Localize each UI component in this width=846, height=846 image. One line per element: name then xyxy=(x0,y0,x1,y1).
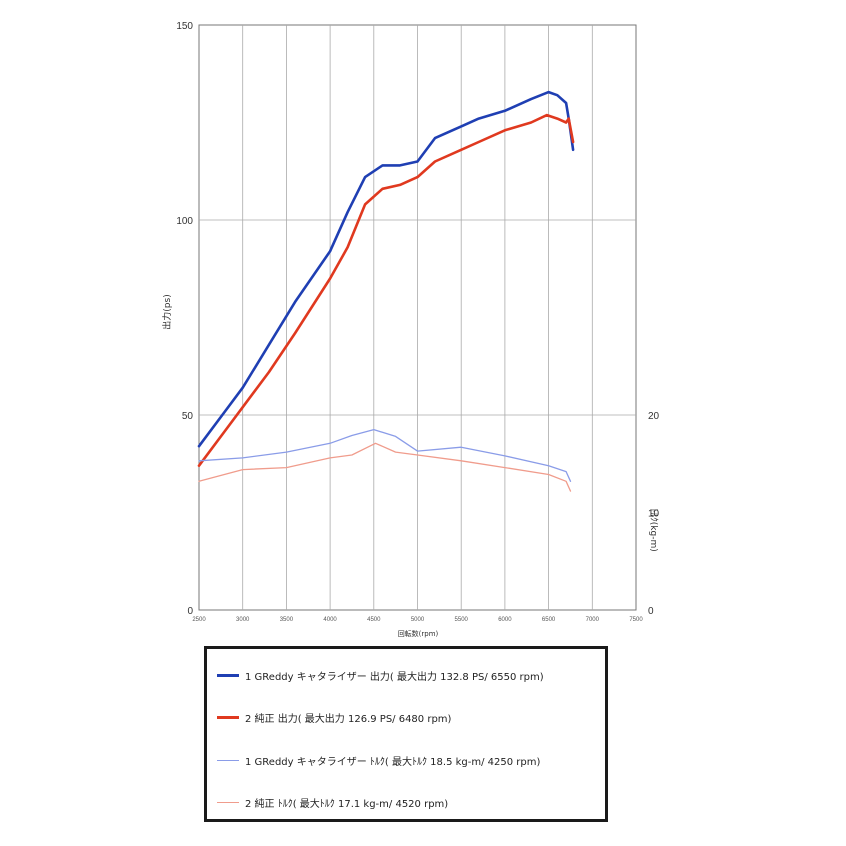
y-axis-right-label: ﾄﾙｸ(kg-m) xyxy=(648,508,659,551)
y-left-tick-label: 0 xyxy=(187,606,193,617)
x-tick-label: 5000 xyxy=(411,617,425,623)
x-axis-label: 回転数(rpm) xyxy=(398,629,439,638)
y-right-tick-label: 20 xyxy=(648,411,660,422)
x-tick-label: 7500 xyxy=(629,617,643,623)
x-tick-label: 2500 xyxy=(192,617,206,623)
grid-lines xyxy=(198,24,637,611)
y-axis-left-label: 出力(ps) xyxy=(161,294,173,329)
series-lines xyxy=(197,90,575,492)
legend-label: 1 GReddy キャタライザー ﾄﾙｸ( 最大ﾄﾙｸ 18.5 kg-m/ 4… xyxy=(245,756,541,768)
x-tick-label: 5500 xyxy=(455,617,469,623)
y-left-tick-label: 50 xyxy=(182,411,194,422)
legend-label: 1 GReddy キャタライザー 出力( 最大出力 132.8 PS/ 6550… xyxy=(245,671,544,683)
legend-item-greddy-power: 1 GReddy キャタライザー 出力( 最大出力 132.8 PS/ 6550… xyxy=(217,666,544,684)
legend-item-stock-torque: 2 純正 ﾄﾙｸ( 最大ﾄﾙｸ 17.1 kg-m/ 4520 rpm) xyxy=(217,793,448,811)
y-right-tick-label: 10 xyxy=(648,509,660,520)
x-tick-label: 6000 xyxy=(498,617,512,623)
legend-box: 1 GReddy キャタライザー 出力( 最大出力 132.8 PS/ 6550… xyxy=(204,646,608,822)
legend-swatch xyxy=(217,673,239,677)
x-tick-label: 7000 xyxy=(586,617,600,623)
legend-item-stock-power: 2 純正 出力( 最大出力 126.9 PS/ 6480 rpm) xyxy=(217,708,451,726)
x-tick-label: 6500 xyxy=(542,617,556,623)
x-tick-label: 4500 xyxy=(367,617,381,623)
dyno-chart: 2500 3000 3500 4000 4500 5000 5500 6000 6500 7000… xyxy=(161,21,660,638)
legend-swatch xyxy=(217,801,239,803)
series-line-4 xyxy=(198,442,572,492)
series-line-3 xyxy=(198,428,572,482)
series-line-1 xyxy=(197,90,575,448)
legend-item-greddy-torque: 1 GReddy キャタライザー ﾄﾙｸ( 最大ﾄﾙｸ 18.5 kg-m/ 4… xyxy=(217,751,540,769)
legend-swatch xyxy=(217,759,239,761)
x-tick-label: 4000 xyxy=(323,617,337,623)
legend-label: 2 純正 ﾄﾙｸ( 最大ﾄﾙｸ 17.1 kg-m/ 4520 rpm) xyxy=(245,798,449,810)
legend-swatch xyxy=(217,715,239,719)
legend-label: 2 純正 出力( 最大出力 126.9 PS/ 6480 rpm) xyxy=(245,713,452,725)
axis-ticks: 2500 3000 3500 4000 4500 5000 5500 6000 6500 7000… xyxy=(176,21,659,623)
x-tick-label: 3500 xyxy=(280,617,294,623)
y-right-tick-label: 0 xyxy=(648,606,654,617)
y-left-tick-label: 100 xyxy=(176,216,193,227)
x-tick-label: 3000 xyxy=(236,617,250,623)
series-line-2 xyxy=(197,113,575,468)
y-left-tick-label: 150 xyxy=(176,21,193,32)
